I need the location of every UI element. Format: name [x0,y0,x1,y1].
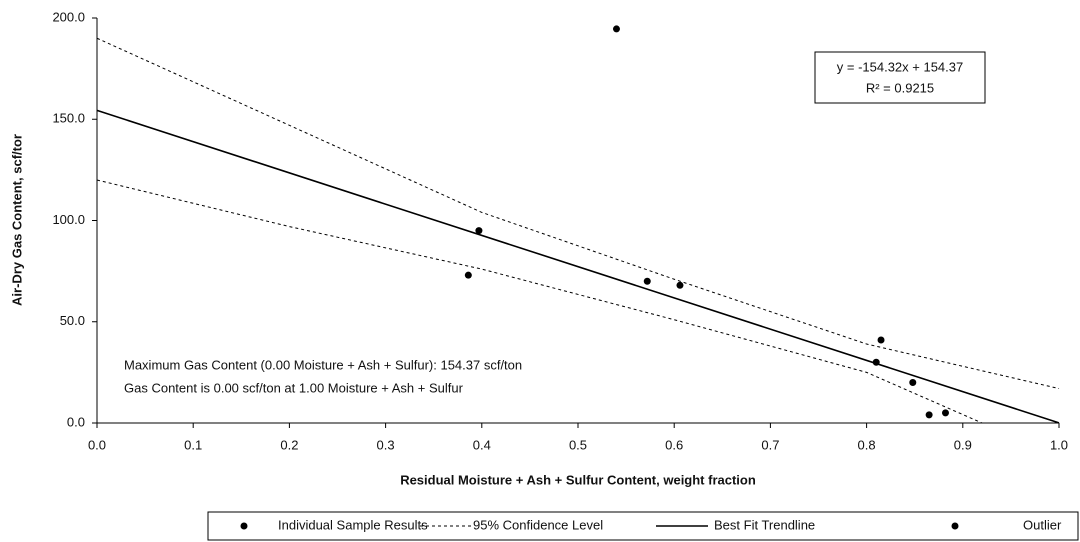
y-tick-label: 100.0 [52,212,85,227]
legend-label: 95% Confidence Level [473,517,603,532]
legend-symbol [240,522,248,530]
data-point [475,227,483,235]
data-point [643,277,651,285]
legend-label: Individual Sample Results [278,517,428,532]
y-tick-label: 150.0 [52,111,85,126]
y-axis-title: Air-Dry Gas Content, scf/tor [9,134,24,306]
legend-symbol [951,522,959,530]
legend-label: Outlier [1023,517,1062,532]
x-tick-label: 0.6 [665,437,683,452]
y-tick-label: 200.0 [52,9,85,24]
r-squared: R² = 0.9215 [866,80,934,95]
equation-box [814,51,986,104]
data-point [941,409,949,417]
data-point [877,336,885,344]
legend-box [207,511,1079,541]
x-tick-label: 0.0 [88,437,106,452]
data-point [676,281,684,289]
x-tick-label: 0.9 [954,437,972,452]
equation: y = -154.32x + 154.37 [837,59,963,74]
data-point [925,411,933,419]
x-axis-title: Residual Moisture + Ash + Sulfur Content… [400,472,756,487]
x-tick-label: 0.3 [377,437,395,452]
note: Gas Content is 0.00 scf/ton at 1.00 Mois… [124,380,464,395]
x-tick-label: 0.7 [761,437,779,452]
trend-line [96,109,1060,424]
y-tick-label: 50.0 [60,313,85,328]
data-point [464,271,472,279]
data-point [909,379,917,386]
note: Maximum Gas Content (0.00 Moisture + Ash… [124,357,522,372]
x-tick-label: 0.8 [858,437,876,452]
x-tick-label: 0.2 [280,437,298,452]
data-point [612,25,620,33]
x-tick-label: 0.5 [569,437,587,452]
confidence-line [96,37,1060,424]
legend-label: Best Fit Trendline [714,517,815,532]
y-tick-label: 0.0 [67,414,85,429]
x-tick-label: 1.0 [1050,437,1068,452]
x-tick-label: 0.4 [473,437,491,452]
x-tick-label: 0.1 [184,437,202,452]
